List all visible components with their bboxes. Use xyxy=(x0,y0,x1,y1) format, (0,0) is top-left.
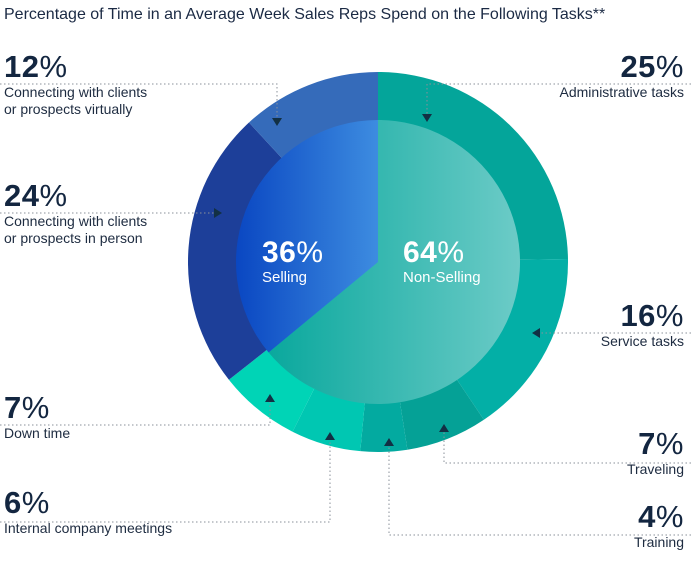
service-value: 16 xyxy=(620,298,656,333)
in-person-text-1: Connecting with clients xyxy=(4,213,148,229)
training-text: Training xyxy=(633,534,684,550)
arrow-meetings xyxy=(325,432,335,440)
in-person-value: 24 xyxy=(4,178,40,213)
arrow-virtual xyxy=(272,118,282,126)
arrow-service xyxy=(532,328,540,338)
percent-sign: % xyxy=(655,499,684,534)
traveling-text: Traveling xyxy=(626,461,684,477)
training-value: 4 xyxy=(638,499,656,534)
percent-sign: % xyxy=(296,236,324,269)
chart-title: Percentage of Time in an Average Week Sa… xyxy=(4,6,606,23)
arrow-down-time xyxy=(265,394,275,402)
leader-virtual xyxy=(0,83,278,118)
admin-value: 25 xyxy=(620,49,656,84)
label-meetings: 6% Internal company meetings xyxy=(4,486,172,537)
label-virtual: 12% Connecting with clients or prospects… xyxy=(4,50,147,118)
selling-label: Selling xyxy=(262,269,308,286)
label-admin: 25% Administrative tasks xyxy=(560,50,684,101)
label-non-selling: 64% Non-Selling xyxy=(403,236,481,286)
meetings-value: 6 xyxy=(4,485,22,520)
in-person-text-2: or prospects in person xyxy=(4,230,143,246)
meetings-text: Internal company meetings xyxy=(4,520,173,536)
label-down-time: 7% Down time xyxy=(4,391,70,442)
label-in-person: 24% Connecting with clients or prospects… xyxy=(4,179,147,247)
virtual-text-2: or prospects virtually xyxy=(4,101,133,117)
down-time-value: 7 xyxy=(4,390,22,425)
arrow-training xyxy=(384,438,394,446)
virtual-text-1: Connecting with clients xyxy=(4,84,148,100)
down-time-text: Down time xyxy=(4,425,71,441)
label-training: 4% Training xyxy=(634,500,684,551)
label-selling: 36% Selling xyxy=(262,236,324,286)
arrow-traveling xyxy=(439,424,449,432)
selling-value: 36 xyxy=(262,236,297,269)
pie-slice-selling xyxy=(236,119,378,353)
label-traveling: 7% Traveling xyxy=(627,427,684,478)
service-text: Service tasks xyxy=(600,333,684,349)
pie-slice-non-selling xyxy=(268,120,520,404)
label-service: 16% Service tasks xyxy=(601,299,684,350)
non-selling-value: 64 xyxy=(403,236,438,269)
arrow-admin xyxy=(422,114,432,122)
percent-sign: % xyxy=(655,49,684,84)
percent-sign: % xyxy=(39,49,68,84)
virtual-value: 12 xyxy=(4,49,40,84)
percent-sign: % xyxy=(21,390,50,425)
leader-training xyxy=(388,444,691,536)
percent-sign: % xyxy=(437,236,465,269)
leader-down-time xyxy=(0,402,271,426)
percent-sign: % xyxy=(655,426,684,461)
percent-sign: % xyxy=(39,178,68,213)
leader-traveling xyxy=(443,430,691,464)
leader-admin xyxy=(426,83,691,114)
percent-sign: % xyxy=(655,298,684,333)
percent-sign: % xyxy=(21,485,50,520)
arrow-in-person xyxy=(214,208,222,218)
non-selling-label: Non-Selling xyxy=(403,269,481,286)
traveling-value: 7 xyxy=(638,426,656,461)
admin-text: Administrative tasks xyxy=(559,84,684,100)
